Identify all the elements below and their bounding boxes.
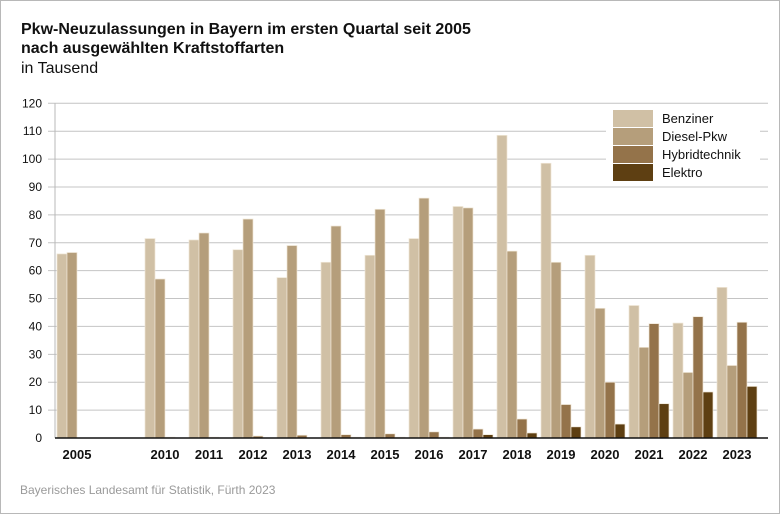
legend-swatch-benziner: [613, 110, 653, 127]
x-tick-label: 2013: [283, 447, 312, 462]
x-tick-label: 2005: [63, 447, 92, 462]
y-tick-label: 50: [29, 292, 43, 306]
x-tick-label: 2022: [679, 447, 708, 462]
bar-diesel-pkw-2018: [506, 250, 518, 439]
legend-swatch-elektro: [613, 164, 653, 181]
bar-diesel-pkw-2016: [418, 197, 430, 439]
bar-diesel-pkw-2005: [66, 252, 78, 439]
bar-hybridtechnik-2023: [736, 321, 748, 439]
y-tick-label: 80: [29, 208, 43, 222]
bar-elektro-2019: [570, 426, 582, 439]
x-tick-label: 2012: [239, 447, 268, 462]
bar-benziner-2020: [584, 254, 596, 439]
bar-benziner-2021: [628, 305, 640, 439]
y-tick-label: 110: [23, 124, 42, 138]
chart-subtitle: nach ausgewählten Kraftstoffarten: [21, 40, 285, 57]
legend-swatch-hybridtechnik: [613, 146, 653, 163]
bar-hybridtechnik-2019: [560, 404, 572, 439]
bar-elektro-2022: [702, 391, 714, 439]
legend-label: Hybridtechnik: [662, 147, 741, 162]
y-tick-label: 120: [22, 96, 42, 110]
bar-diesel-pkw-2022: [682, 372, 694, 439]
bar-diesel-pkw-2023: [726, 365, 738, 439]
bar-benziner-2019: [540, 162, 552, 439]
bar-benziner-2013: [276, 277, 288, 439]
bar-diesel-pkw-2017: [462, 207, 474, 439]
x-tick-label: 2018: [503, 447, 532, 462]
y-tick-label: 10: [29, 403, 43, 417]
bar-elektro-2023: [746, 386, 758, 439]
chart-unit: in Tausend: [21, 60, 99, 77]
y-tick-label: 90: [29, 180, 43, 194]
bar-diesel-pkw-2021: [638, 347, 650, 439]
bar-benziner-2011: [188, 239, 200, 439]
bar-hybridtechnik-2016: [428, 431, 440, 439]
bar-diesel-pkw-2014: [330, 225, 342, 439]
chart-title: Pkw-Neuzulassungen in Bayern im ersten Q…: [21, 21, 471, 38]
source-footer: Bayerisches Landesamt für Statistik, Für…: [20, 483, 276, 497]
bar-benziner-2017: [452, 206, 464, 439]
bar-diesel-pkw-2020: [594, 307, 606, 439]
legend-label: Diesel-Pkw: [662, 129, 728, 144]
bar-hybridtechnik-2022: [692, 316, 704, 439]
bar-diesel-pkw-2013: [286, 245, 298, 439]
x-tick-label: 2020: [591, 447, 620, 462]
x-tick-label: 2019: [547, 447, 576, 462]
bar-hybridtechnik-2021: [648, 323, 660, 439]
y-tick-label: 60: [29, 264, 43, 278]
bar-benziner-2012: [232, 249, 244, 439]
y-tick-label: 0: [35, 431, 42, 445]
bar-elektro-2018: [526, 432, 538, 439]
x-tick-label: 2015: [371, 447, 400, 462]
legend-label: Elektro: [662, 165, 702, 180]
bar-benziner-2022: [672, 322, 684, 439]
bar-diesel-pkw-2011: [198, 232, 210, 439]
bar-hybridtechnik-2018: [516, 418, 528, 439]
x-tick-label: 2021: [635, 447, 664, 462]
bar-diesel-pkw-2019: [550, 261, 562, 439]
bar-benziner-2018: [496, 135, 508, 439]
x-tick-label: 2016: [415, 447, 444, 462]
bar-hybridtechnik-2020: [604, 381, 616, 439]
y-tick-label: 100: [22, 152, 42, 166]
legend-swatch-diesel-pkw: [613, 128, 653, 145]
y-tick-label: 70: [29, 236, 43, 250]
bar-elektro-2021: [658, 403, 670, 439]
x-tick-label: 2010: [151, 447, 180, 462]
bar-benziner-2015: [364, 254, 376, 439]
y-tick-label: 40: [29, 319, 43, 333]
bar-benziner-2023: [716, 287, 728, 439]
x-tick-label: 2023: [723, 447, 752, 462]
legend-label: Benziner: [662, 111, 714, 126]
bar-benziner-2010: [144, 238, 156, 439]
bar-diesel-pkw-2012: [242, 218, 254, 439]
y-tick-label: 30: [29, 347, 43, 361]
bar-hybridtechnik-2017: [472, 428, 484, 439]
bar-diesel-pkw-2010: [154, 278, 166, 439]
bar-elektro-2020: [614, 423, 626, 439]
y-tick-label: 20: [29, 375, 43, 389]
x-tick-label: 2014: [327, 447, 357, 462]
bar-benziner-2005: [56, 253, 68, 439]
bar-benziner-2016: [408, 238, 420, 439]
x-tick-label: 2017: [459, 447, 488, 462]
x-tick-label: 2011: [195, 447, 223, 462]
bar-diesel-pkw-2015: [374, 208, 386, 439]
bar-benziner-2014: [320, 261, 332, 439]
